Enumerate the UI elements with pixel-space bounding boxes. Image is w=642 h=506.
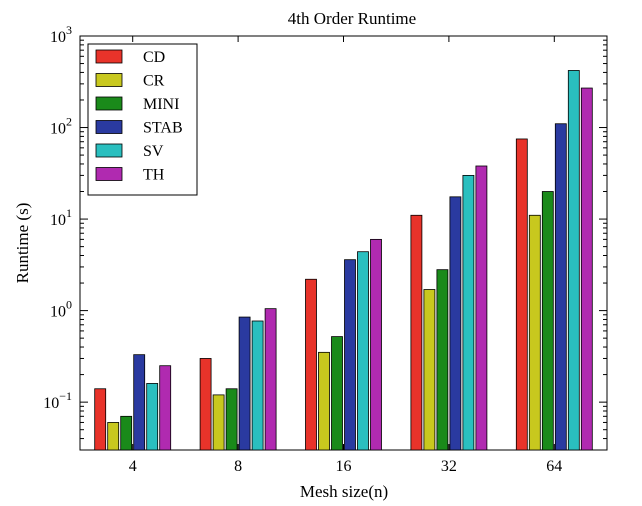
legend-label-cd: CD xyxy=(143,49,165,66)
bar-cr-64 xyxy=(528,214,541,451)
legend-label-cr: CR xyxy=(143,73,165,90)
legend-swatch-stab xyxy=(95,120,123,134)
x-tick-label: 64 xyxy=(546,458,562,475)
bar-cd-8 xyxy=(199,358,212,451)
bar-th-32 xyxy=(475,165,488,451)
bar-th-8 xyxy=(264,308,277,451)
x-tick-label: 32 xyxy=(441,458,457,475)
bar-th-4 xyxy=(159,365,172,451)
bar-stab-4 xyxy=(133,354,146,451)
bar-stab-32 xyxy=(449,196,462,451)
bar-cr-4 xyxy=(107,422,120,451)
bar-sv-16 xyxy=(357,251,369,451)
legend-label-mini: MINI xyxy=(143,96,179,113)
bar-stab-8 xyxy=(238,316,251,451)
y-axis-label: Runtime (s) xyxy=(13,203,32,284)
bar-mini-4 xyxy=(120,415,133,451)
legend-swatch-th xyxy=(95,167,123,181)
bar-cr-32 xyxy=(423,289,436,451)
x-tick-label: 4 xyxy=(129,458,137,475)
bar-th-16 xyxy=(370,238,382,451)
bar-mini-64 xyxy=(541,191,554,451)
y-tick-label: 102 xyxy=(50,115,72,138)
bar-th-64 xyxy=(580,87,593,451)
y-tick-label: 101 xyxy=(50,206,72,229)
bar-cr-16 xyxy=(318,351,330,451)
y-tick-label: 103 xyxy=(50,23,72,46)
x-tick-label: 8 xyxy=(234,458,242,475)
bar-cd-4 xyxy=(94,388,107,451)
x-tick-label: 16 xyxy=(336,458,352,475)
bar-stab-16 xyxy=(344,259,356,451)
legend-label-stab: STAB xyxy=(143,120,183,137)
x-axis: 4 8 16 32 64 xyxy=(129,36,562,475)
plot-area: 10−1 100 101 102 103 4 8 16 32 64 xyxy=(43,23,608,475)
bar-stab-64 xyxy=(554,123,567,451)
y-tick-label: 100 xyxy=(50,298,72,321)
legend-swatch-cr xyxy=(95,73,123,87)
legend-label-sv: SV xyxy=(143,143,164,160)
y-tick-label: 10−1 xyxy=(43,389,72,412)
bar-sv-32 xyxy=(462,174,475,451)
bar-sv-64 xyxy=(567,70,580,451)
bar-sv-4 xyxy=(146,383,159,451)
x-axis-label: Mesh size(n) xyxy=(300,482,388,501)
bar-mini-8 xyxy=(225,388,238,451)
legend: CD CR MINI STAB SV TH xyxy=(87,43,198,196)
bar-mini-32 xyxy=(436,269,449,451)
bar-cd-32 xyxy=(410,214,423,451)
bar-cd-16 xyxy=(305,278,317,451)
legend-swatch-cd xyxy=(95,49,123,64)
y-axis: 10−1 100 101 102 103 xyxy=(43,23,607,451)
bar-cr-8 xyxy=(212,394,225,451)
bar-sv-8 xyxy=(251,320,264,451)
bar-cd-64 xyxy=(515,138,528,451)
legend-label-th: TH xyxy=(143,167,165,184)
bar-mini-16 xyxy=(331,336,343,451)
legend-swatch-sv xyxy=(95,143,123,158)
bars xyxy=(94,70,593,451)
legend-swatch-mini xyxy=(95,96,123,111)
chart-title: 4th Order Runtime xyxy=(288,9,416,28)
